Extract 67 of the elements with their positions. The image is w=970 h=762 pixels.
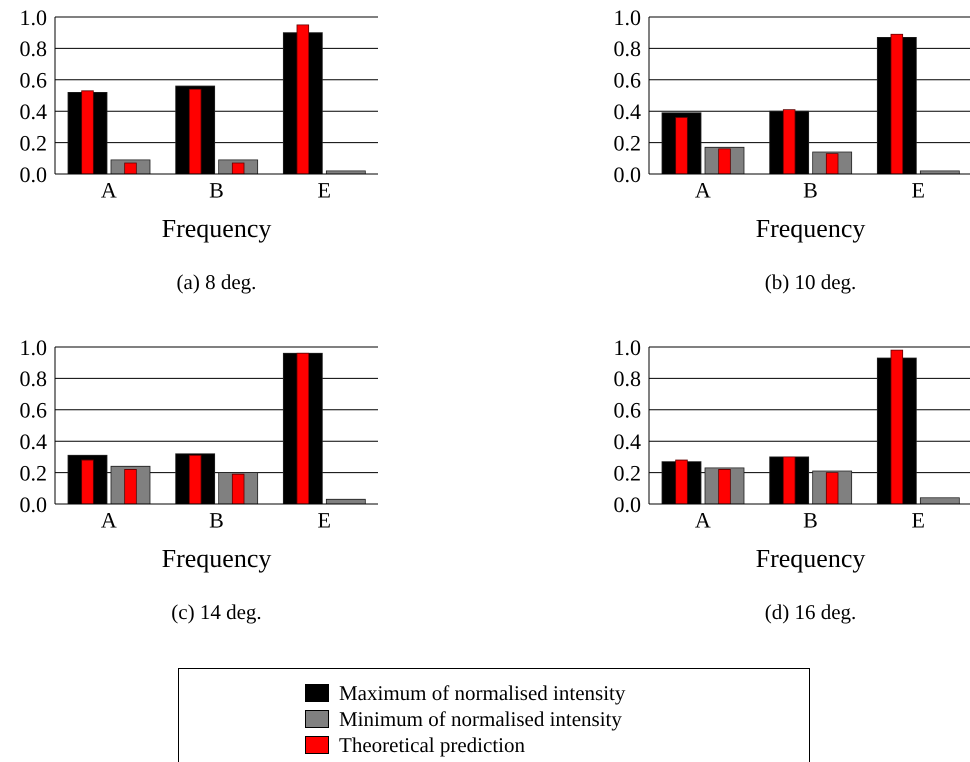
y-tick-label: 1.0	[614, 4, 641, 30]
legend-label: Minimum of normalised intensity	[339, 706, 622, 732]
y-tick-label: 0.0	[20, 162, 47, 187]
y-tick-label: 0.8	[20, 36, 47, 62]
x-tick-label: A	[694, 178, 711, 203]
y-tick-label: 0.0	[20, 492, 47, 517]
y-tick-label: 0.0	[614, 492, 641, 517]
y-tick-label: 0.6	[614, 398, 641, 423]
bar	[890, 34, 904, 174]
y-tick-label: 0.2	[20, 460, 47, 486]
legend-label: Theoretical prediction	[339, 732, 525, 758]
bar	[81, 460, 94, 504]
bar	[188, 88, 202, 174]
y-tick-label: 0.2	[20, 130, 47, 156]
bar	[890, 350, 904, 504]
text: (a) 8 deg.	[176, 270, 258, 295]
x-tick-label: B	[209, 178, 224, 203]
text: (b) 10 deg.	[764, 270, 858, 295]
x-tick-label: B	[803, 178, 818, 203]
y-tick-label: 0.0	[614, 162, 641, 187]
legend-label: Maximum of normalised intensity	[339, 680, 626, 706]
bar	[296, 352, 310, 504]
x-tick-label: B	[803, 508, 818, 533]
y-tick-label: 0.4	[614, 99, 641, 124]
text: (c) 14 deg.	[170, 600, 263, 625]
x-tick-label: E	[317, 178, 331, 203]
bar	[124, 469, 137, 504]
y-tick-label: 0.4	[20, 99, 47, 124]
bar	[826, 153, 838, 174]
y-tick-label: 1.0	[20, 334, 47, 360]
y-tick-label: 1.0	[614, 334, 641, 360]
bar	[718, 148, 731, 174]
bar	[296, 24, 310, 174]
bar	[782, 109, 796, 174]
x-tick-label: A	[100, 508, 117, 533]
y-tick-label: 0.6	[20, 68, 47, 93]
y-tick-label: 0.8	[20, 366, 47, 392]
y-tick-label: 1.0	[20, 4, 47, 30]
bar	[782, 456, 796, 504]
x-axis-title: Frequency	[754, 544, 866, 574]
bar	[232, 474, 244, 504]
bar	[188, 454, 202, 504]
y-tick-label: 0.6	[20, 398, 47, 423]
x-axis-title: Frequency	[160, 214, 272, 244]
bar	[675, 460, 688, 504]
bar	[718, 469, 731, 504]
x-axis-title: Frequency	[754, 214, 866, 244]
x-tick-label: E	[911, 178, 925, 203]
y-tick-label: 0.4	[614, 429, 641, 454]
y-tick-label: 0.8	[614, 366, 641, 392]
x-tick-label: A	[694, 508, 711, 533]
bar	[81, 90, 94, 174]
y-tick-label: 0.4	[20, 429, 47, 454]
text: (d) 16 deg.	[764, 600, 858, 625]
x-tick-label: E	[317, 508, 331, 533]
bar	[124, 162, 137, 174]
x-tick-label: B	[209, 508, 224, 533]
bar	[826, 472, 838, 504]
x-tick-label: A	[100, 178, 117, 203]
bar	[232, 162, 244, 174]
y-tick-label: 0.2	[614, 460, 641, 486]
y-tick-label: 0.6	[614, 68, 641, 93]
bar	[675, 117, 688, 174]
y-tick-label: 0.2	[614, 130, 641, 156]
x-axis-title: Frequency	[160, 544, 272, 574]
y-tick-label: 0.8	[614, 36, 641, 62]
x-tick-label: E	[911, 508, 925, 533]
